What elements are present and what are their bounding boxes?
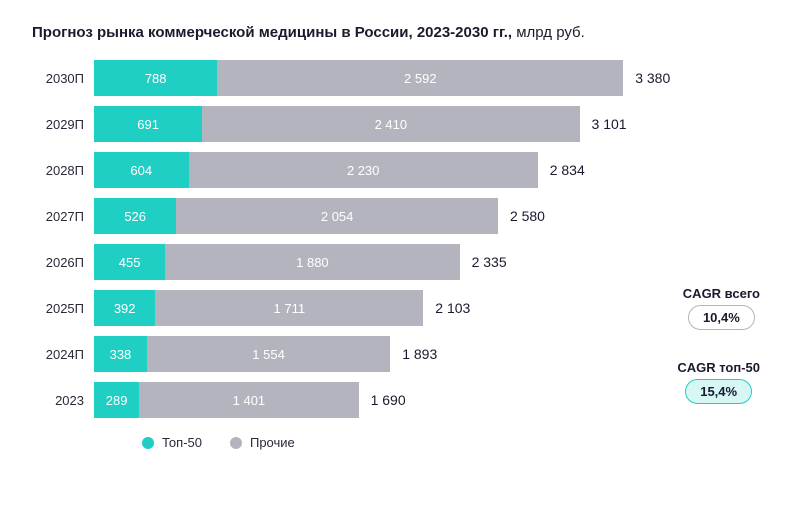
chart-row: 2027П5262 054 2 580 bbox=[32, 193, 768, 239]
chart-title-main: Прогноз рынка коммерческой медицины в Ро… bbox=[32, 24, 512, 41]
legend: Топ-50 Прочие bbox=[142, 435, 768, 450]
total-label: 2 335 bbox=[472, 254, 507, 270]
bars-wrap: 3381 554 1 893 bbox=[94, 336, 768, 372]
legend-swatch-others bbox=[230, 437, 242, 449]
total-label: 2 580 bbox=[510, 208, 545, 224]
chart-row: 2026П4551 880 2 335 bbox=[32, 239, 768, 285]
bar-top50: 455 bbox=[94, 244, 165, 280]
bar-top50: 289 bbox=[94, 382, 139, 418]
bar-top50: 526 bbox=[94, 198, 176, 234]
legend-item-others: Прочие bbox=[230, 435, 295, 450]
year-label: 2024П bbox=[32, 347, 94, 362]
bar-others: 1 401 bbox=[139, 382, 358, 418]
total-label: 3 380 bbox=[635, 70, 670, 86]
bar-others: 1 880 bbox=[165, 244, 459, 280]
bar-others: 2 410 bbox=[202, 106, 579, 142]
bar-others: 2 592 bbox=[217, 60, 623, 96]
year-label: 2023 bbox=[32, 393, 94, 408]
cagr-top50-box: CAGR топ-50 15,4% bbox=[677, 360, 760, 404]
total-label: 1 893 bbox=[402, 346, 437, 362]
bar-top50: 392 bbox=[94, 290, 155, 326]
chart-row: 2028П6042 230 2 834 bbox=[32, 147, 768, 193]
chart-title: Прогноз рынка коммерческой медицины в Ро… bbox=[32, 24, 768, 41]
legend-item-top50: Топ-50 bbox=[142, 435, 202, 450]
year-label: 2029П bbox=[32, 117, 94, 132]
legend-label-others: Прочие bbox=[250, 435, 295, 450]
chart-row: 20232891 401 1 690 bbox=[32, 377, 768, 423]
total-label: 2 103 bbox=[435, 300, 470, 316]
bars-wrap: 3921 711 2 103 bbox=[94, 290, 768, 326]
bars-wrap: 2891 401 1 690 bbox=[94, 382, 768, 418]
bars-wrap: 4551 880 2 335 bbox=[94, 244, 768, 280]
bars-wrap: 6912 410 3 101 bbox=[94, 106, 768, 142]
cagr-total-pill: 10,4% bbox=[688, 305, 755, 330]
year-label: 2030П bbox=[32, 71, 94, 86]
total-label: 1 690 bbox=[371, 392, 406, 408]
cagr-total-box: CAGR всего 10,4% bbox=[683, 286, 760, 330]
bar-others: 2 230 bbox=[189, 152, 538, 188]
chart-title-unit: млрд руб. bbox=[512, 24, 585, 41]
bars-wrap: 6042 230 2 834 bbox=[94, 152, 768, 188]
cagr-total-label: CAGR всего bbox=[683, 286, 760, 301]
bar-others: 1 554 bbox=[147, 336, 390, 372]
bar-top50: 788 bbox=[94, 60, 217, 96]
bar-top50: 604 bbox=[94, 152, 189, 188]
bars-wrap: 7882 592 3 380 bbox=[94, 60, 768, 96]
cagr-top50-label: CAGR топ-50 bbox=[677, 360, 760, 375]
year-label: 2027П bbox=[32, 209, 94, 224]
bar-top50: 338 bbox=[94, 336, 147, 372]
bars-wrap: 5262 054 2 580 bbox=[94, 198, 768, 234]
chart-row: 2025П3921 711 2 103 bbox=[32, 285, 768, 331]
chart-row: 2029П6912 410 3 101 bbox=[32, 101, 768, 147]
cagr-top50-pill: 15,4% bbox=[685, 379, 752, 404]
total-label: 2 834 bbox=[550, 162, 585, 178]
bar-others: 2 054 bbox=[176, 198, 498, 234]
legend-swatch-top50 bbox=[142, 437, 154, 449]
legend-label-top50: Топ-50 bbox=[162, 435, 202, 450]
year-label: 2025П bbox=[32, 301, 94, 316]
chart-area: 2030П7882 592 3 380 2029П6912 410 3 101 2028… bbox=[32, 55, 768, 423]
bar-others: 1 711 bbox=[155, 290, 423, 326]
year-label: 2028П bbox=[32, 163, 94, 178]
year-label: 2026П bbox=[32, 255, 94, 270]
total-label: 3 101 bbox=[592, 116, 627, 132]
chart-row: 2030П7882 592 3 380 bbox=[32, 55, 768, 101]
bar-top50: 691 bbox=[94, 106, 202, 142]
chart-row: 2024П3381 554 1 893 bbox=[32, 331, 768, 377]
